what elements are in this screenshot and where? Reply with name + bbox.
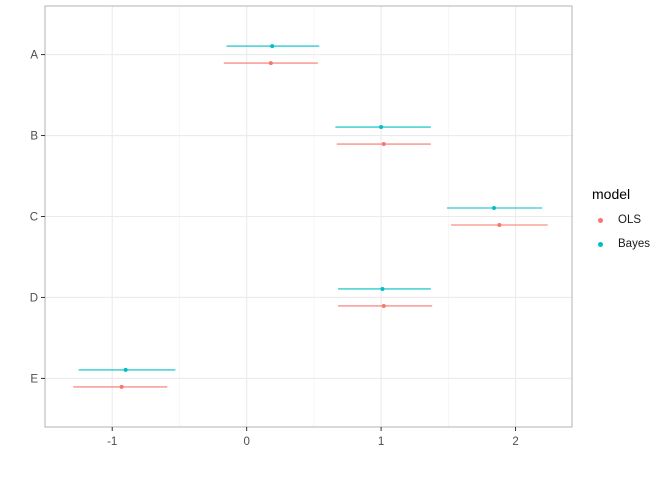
y-tick-label: D bbox=[30, 292, 38, 304]
legend-label-bayes: Bayes bbox=[618, 238, 650, 250]
legend-key-ols bbox=[592, 212, 609, 229]
legend-item-bayes: Bayes bbox=[592, 232, 670, 256]
legend-dot-bayes bbox=[598, 241, 603, 247]
legend-label-ols: OLS bbox=[618, 214, 642, 226]
y-tick-label: C bbox=[30, 212, 38, 224]
y-tick-labels: A B C D E bbox=[30, 50, 45, 385]
point-ols-A bbox=[268, 61, 273, 66]
point-ols-B bbox=[381, 142, 386, 147]
x-tick-label: 1 bbox=[378, 436, 384, 448]
point-bayes-A bbox=[270, 44, 275, 49]
grid bbox=[45, 6, 572, 427]
x-tick-labels: -1 0 1 2 bbox=[107, 427, 519, 448]
point-ols-E bbox=[119, 384, 124, 389]
x-tick-label: 2 bbox=[512, 436, 518, 448]
x-tick-label: -1 bbox=[107, 436, 117, 448]
x-tick-label: 0 bbox=[243, 436, 249, 448]
legend: model OLS Bayes bbox=[592, 186, 670, 256]
marks bbox=[73, 44, 548, 389]
y-tick-label: B bbox=[30, 131, 38, 143]
point-ols-D bbox=[381, 303, 386, 308]
legend-key-bayes bbox=[592, 236, 609, 253]
point-bayes-C bbox=[492, 206, 497, 210]
point-ols-C bbox=[497, 223, 502, 227]
point-bayes-B bbox=[379, 125, 384, 130]
point-bayes-D bbox=[380, 286, 385, 291]
legend-dot-ols bbox=[598, 217, 603, 223]
legend-title: model bbox=[592, 186, 631, 202]
y-tick-label: E bbox=[30, 373, 38, 385]
y-tick-label: A bbox=[30, 50, 38, 62]
point-bayes-E bbox=[123, 367, 128, 372]
legend-item-ols: OLS bbox=[592, 208, 670, 232]
